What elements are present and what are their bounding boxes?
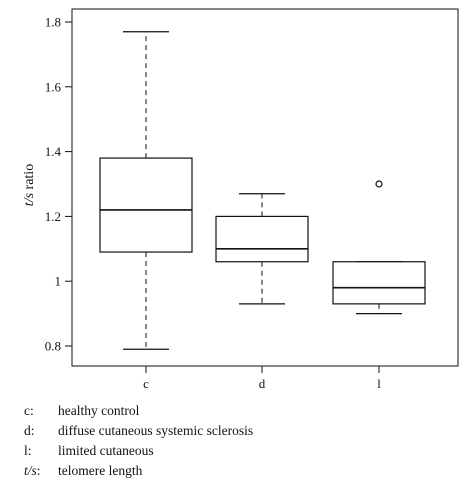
outlier-point	[375, 180, 383, 188]
y-axis-title-rest: ratio	[22, 164, 37, 193]
box-l	[332, 180, 426, 315]
legend-key: t/s:	[24, 461, 58, 481]
legend-text: telomere length	[58, 463, 143, 478]
x-tick-label: d	[259, 376, 266, 391]
legend-key: c:	[24, 403, 34, 418]
iqr-box	[99, 157, 193, 253]
y-tick-label: 1.2	[45, 209, 61, 224]
legend-item-c: c: healthy control	[24, 401, 253, 421]
legend-key: d:	[24, 423, 35, 438]
y-axis: 0.8 1 1.2 1.4 1.6 1.8	[45, 15, 72, 354]
plot-frame	[71, 8, 459, 367]
legend-key-italic: t/s	[24, 463, 37, 478]
y-tick-label: 1.8	[45, 15, 61, 30]
x-tick-label: c	[143, 376, 149, 391]
y-axis-title: t/s ratio	[22, 164, 37, 206]
box-c	[99, 31, 193, 350]
legend-text: diffuse cutaneous systemic sclerosis	[58, 423, 254, 438]
legend-text: limited cutaneous	[58, 443, 154, 458]
y-tick-label: 0.8	[45, 339, 61, 354]
y-tick-label: 1	[55, 274, 62, 289]
y-tick-label: 1.6	[45, 79, 62, 94]
iqr-box	[332, 261, 426, 305]
iqr-box	[215, 215, 309, 263]
legend-item-l: l: limited cutaneous	[24, 441, 253, 461]
legend: c: healthy control d: diffuse cutaneous …	[24, 401, 253, 481]
legend-item-ts: t/s: telomere length	[24, 461, 253, 481]
boxplot-chart: 0.8 1 1.2 1.4 1.6 1.8 c d l t/s ratio	[22, 8, 459, 391]
legend-key-rest: :	[36, 463, 41, 478]
y-tick-label: 1.4	[45, 144, 62, 159]
x-tick-label: l	[377, 376, 381, 391]
y-axis-title-italic: t/s	[22, 192, 37, 206]
legend-item-d: d: diffuse cutaneous systemic sclerosis	[24, 421, 253, 441]
legend-key: l:	[24, 443, 32, 458]
box-d	[215, 193, 309, 305]
boxes-group	[99, 31, 426, 350]
legend-text: healthy control	[58, 403, 140, 418]
